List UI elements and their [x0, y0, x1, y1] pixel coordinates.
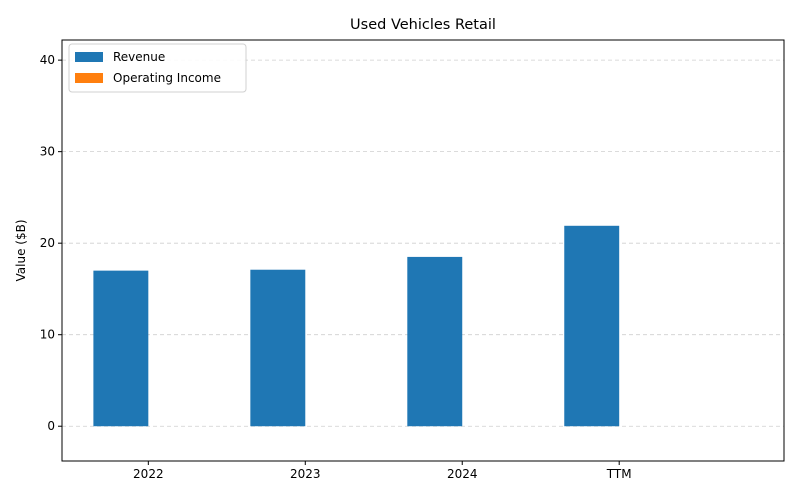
bar-revenue — [250, 269, 306, 427]
y-axis-label: Value ($B) — [14, 220, 28, 282]
plot-frame — [61, 39, 785, 462]
bars — [93, 225, 620, 427]
chart-title: Used Vehicles Retail — [350, 17, 496, 33]
y-tick-label: 40 — [40, 53, 55, 67]
x-tick-label: 2023 — [290, 467, 321, 481]
legend-label: Revenue — [113, 50, 165, 64]
x-tick-label: TTM — [606, 467, 632, 481]
bar-revenue — [564, 225, 620, 427]
y-tick-label: 30 — [40, 145, 55, 159]
bar-revenue — [407, 256, 463, 427]
y-axis: 0 10 20 30 40 — [40, 53, 62, 433]
y-tick-label: 10 — [40, 328, 55, 342]
y-tick-label: 20 — [40, 236, 55, 250]
y-tick-label: 0 — [47, 419, 55, 433]
x-tick-label: 2022 — [133, 467, 164, 481]
bar-revenue — [93, 270, 149, 427]
legend-label: Operating Income — [113, 71, 221, 85]
legend-swatch — [75, 73, 103, 83]
legend-box — [68, 43, 247, 93]
x-axis: 2022 2023 2024 TTM — [133, 461, 632, 481]
x-tick-label: 2024 — [447, 467, 478, 481]
legend-swatch — [75, 52, 103, 62]
legend: Revenue Operating Income — [68, 43, 247, 93]
